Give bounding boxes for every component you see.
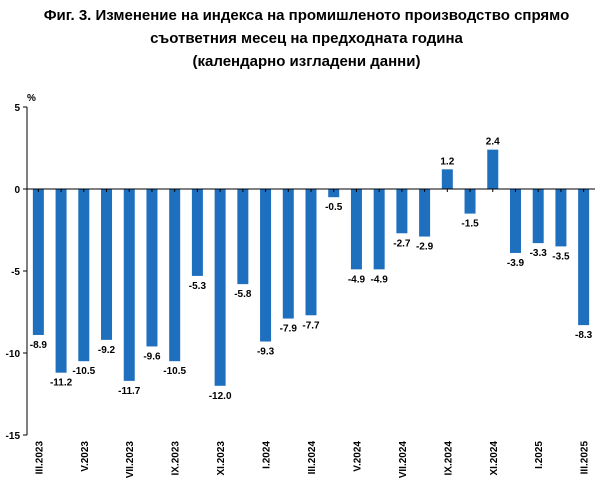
x-tick-label-V.2024: V.2024 bbox=[352, 441, 363, 472]
chart-title-line-3: (календарно изгладени данни) bbox=[192, 53, 421, 70]
data-label-III.2025: -8.3 bbox=[575, 330, 593, 341]
bar-V.2023 bbox=[78, 189, 90, 362]
bar-VII.2023 bbox=[123, 189, 135, 381]
chart-title: Фиг. 3. Изменение на индекса на промишле… bbox=[0, 4, 613, 73]
y-tick-label: -5 bbox=[11, 267, 20, 278]
data-label-II.2024: -7.9 bbox=[280, 324, 298, 335]
data-label-IV.2024: -0.5 bbox=[325, 202, 343, 213]
x-tick-label-XI.2024: XI.2024 bbox=[489, 441, 500, 476]
x-tick-label-VII.2023: VII.2023 bbox=[125, 441, 136, 479]
y-tick-label: -15 bbox=[6, 431, 21, 442]
x-tick-label-IX.2024: IX.2024 bbox=[443, 441, 454, 476]
data-label-IV.2023: -11.2 bbox=[50, 378, 73, 389]
bar-VIII.2023 bbox=[146, 189, 158, 347]
y-axis-unit-label: % bbox=[27, 93, 36, 104]
bar-I.2025 bbox=[532, 189, 544, 244]
y-tick-label: 0 bbox=[14, 185, 20, 196]
data-label-XII.2023: -5.8 bbox=[234, 289, 252, 300]
bars-group bbox=[32, 149, 590, 386]
bar-III.2023 bbox=[32, 189, 44, 335]
data-label-I.2025: -3.3 bbox=[530, 248, 548, 259]
bar-VI.2023 bbox=[101, 189, 113, 340]
data-label-VII.2023: -11.7 bbox=[118, 386, 141, 397]
y-tick-label: -10 bbox=[6, 349, 21, 360]
bar-VII.2024 bbox=[396, 189, 408, 234]
data-label-IX.2024: 1.2 bbox=[440, 156, 454, 167]
bar-III.2025 bbox=[578, 189, 590, 326]
data-label-XII.2024: -3.9 bbox=[507, 258, 525, 269]
data-label-X.2023: -5.3 bbox=[189, 281, 207, 292]
bar-X.2024 bbox=[464, 189, 476, 214]
data-label-III.2023: -8.9 bbox=[30, 340, 48, 351]
bar-IX.2024 bbox=[441, 169, 453, 189]
data-label-V.2023: -10.5 bbox=[72, 366, 95, 377]
x-tick-label-V.2023: V.2023 bbox=[80, 441, 91, 472]
x-tick-label-I.2024: I.2024 bbox=[262, 441, 273, 469]
bar-XII.2023 bbox=[237, 189, 249, 285]
chart-title-line-2: съответния месец на предходната година bbox=[150, 30, 463, 47]
bar-XI.2023 bbox=[214, 189, 226, 386]
data-labels-group: -8.9-11.2-10.5-9.2-11.7-9.6-10.5-5.3-12.… bbox=[30, 137, 593, 402]
bar-V.2024 bbox=[350, 189, 362, 270]
x-tick-label-IX.2023: IX.2023 bbox=[171, 441, 182, 476]
x-tick-label-XI.2023: XI.2023 bbox=[216, 441, 227, 476]
bar-II.2024 bbox=[282, 189, 294, 319]
bar-III.2024 bbox=[305, 189, 317, 316]
bar-IV.2024 bbox=[328, 189, 340, 198]
bar-IX.2023 bbox=[169, 189, 181, 362]
x-tick-label-III.2025: III.2025 bbox=[580, 441, 591, 475]
bar-XII.2024 bbox=[509, 189, 521, 253]
data-label-VIII.2024: -2.9 bbox=[416, 242, 434, 253]
x-tick-label-III.2024: III.2024 bbox=[307, 441, 318, 475]
x-axis: III.2023 V.2023 VII.2023 IX.2023 XI.2023 I.20… bbox=[27, 188, 595, 479]
data-label-XI.2024: 2.4 bbox=[486, 137, 500, 148]
bar-X.2023 bbox=[191, 189, 203, 276]
data-label-VII.2024: -2.7 bbox=[393, 238, 411, 249]
data-label-VIII.2023: -9.6 bbox=[143, 351, 161, 362]
data-label-X.2024: -1.5 bbox=[461, 219, 479, 230]
x-tick-label-I.2025: I.2025 bbox=[534, 441, 545, 469]
bar-XI.2024 bbox=[487, 149, 499, 189]
data-label-III.2024: -7.7 bbox=[302, 320, 320, 331]
y-axis: 5 0 -5 -10 -15 bbox=[6, 103, 28, 442]
data-label-VI.2023: -9.2 bbox=[98, 345, 116, 356]
data-label-I.2024: -9.3 bbox=[257, 347, 275, 358]
data-label-VI.2024: -4.9 bbox=[371, 274, 389, 285]
data-label-V.2024: -4.9 bbox=[348, 274, 366, 285]
bar-II.2025 bbox=[555, 189, 567, 247]
y-tick-label: 5 bbox=[14, 103, 20, 114]
bar-VIII.2024 bbox=[419, 189, 431, 237]
data-label-IX.2023: -10.5 bbox=[163, 366, 186, 377]
bar-I.2024 bbox=[260, 189, 272, 342]
bar-VI.2024 bbox=[373, 189, 385, 270]
data-label-XI.2023: -12.0 bbox=[209, 391, 232, 402]
x-tick-label-III.2023: III.2023 bbox=[34, 441, 45, 475]
chart-title-line-1: Фиг. 3. Изменение на индекса на промишле… bbox=[43, 7, 570, 24]
data-label-II.2025: -3.5 bbox=[552, 251, 570, 262]
x-tick-label-VII.2024: VII.2024 bbox=[398, 441, 409, 479]
bar-IV.2023 bbox=[55, 189, 67, 373]
